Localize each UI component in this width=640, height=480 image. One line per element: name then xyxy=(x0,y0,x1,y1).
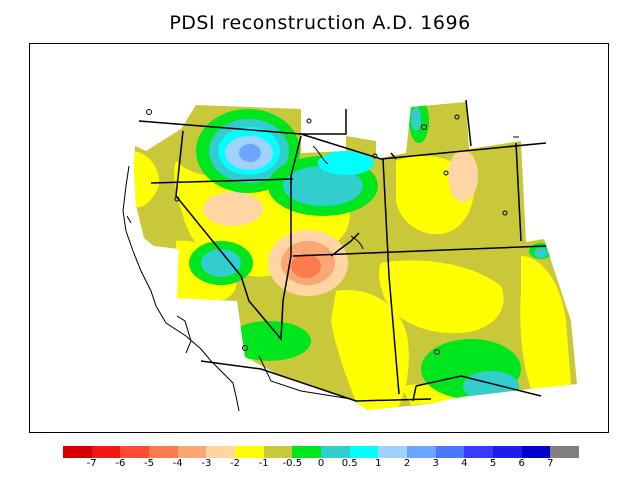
legend-swatch xyxy=(321,446,350,458)
legend-swatch xyxy=(263,446,293,458)
legend-tick-labels: -7 -6 -5 -4 -3 -2 -1 -0.5 0 0.5 1 2 3 4 5 6 7 xyxy=(63,458,579,474)
boundary-lines xyxy=(138,99,547,402)
legend-tick-label: -3 xyxy=(201,458,212,469)
legend-tick-label: 0 xyxy=(317,458,325,469)
coastline-islands xyxy=(176,315,192,354)
lake-5 xyxy=(454,114,460,120)
legend-tick-label: -1 xyxy=(258,458,269,469)
field-tan-oregon xyxy=(203,192,263,226)
legend-swatch xyxy=(177,446,207,458)
legend-swatch xyxy=(63,446,92,458)
boundary-north-segment xyxy=(465,99,472,147)
field-green-southwest xyxy=(227,321,311,361)
legend-tick-label: 6 xyxy=(518,458,525,469)
boundary-dakota-east xyxy=(515,142,522,242)
legend-swatch xyxy=(149,446,178,458)
boundary-nm-south xyxy=(412,385,417,402)
field-teal-new-mexico xyxy=(463,371,519,401)
field-tan-dakota xyxy=(448,150,478,202)
field-red-orange-utah xyxy=(291,254,321,278)
map-title: PDSI reconstruction A.D. 1696 xyxy=(169,12,471,34)
legend-tick-label: -4 xyxy=(172,458,183,469)
legend-swatch xyxy=(235,446,264,458)
boundary-alberta xyxy=(301,109,347,135)
lake-great-salt xyxy=(350,235,364,250)
legend-tick-label: 1 xyxy=(375,458,382,469)
lake-1 xyxy=(146,109,152,115)
field-yellow-colorado xyxy=(378,260,504,334)
field-teal-east-edge xyxy=(534,248,548,258)
boundary-oregon-idaho xyxy=(150,178,294,184)
legend-swatch xyxy=(91,446,121,458)
legend-tick-label: 5 xyxy=(489,458,497,469)
lake-7 xyxy=(502,210,508,216)
legend-swatch xyxy=(378,446,408,458)
lake-4 xyxy=(421,124,427,130)
legend-swatch xyxy=(349,446,379,458)
field-teal-montana xyxy=(283,166,363,206)
legend-swatch xyxy=(120,446,150,458)
lake-3 xyxy=(372,153,378,159)
legend-tick-label: -0.5 xyxy=(282,458,303,469)
boundary-salt-lake xyxy=(330,232,360,257)
boundary-utah-colorado-h xyxy=(292,245,547,257)
legend-swatch xyxy=(550,446,580,458)
field-blue-idaho xyxy=(239,144,261,162)
legend-tick-label: -7 xyxy=(86,458,97,469)
lake-9 xyxy=(434,349,440,355)
legend-tick-label: -5 xyxy=(144,458,154,469)
boundary-utah-colorado-v xyxy=(382,158,400,395)
legend-swatch xyxy=(206,446,236,458)
boundary-mexico xyxy=(200,360,432,402)
legend-swatch xyxy=(493,446,522,458)
boundary-canada-us xyxy=(138,120,547,160)
boundary-nevada-utah xyxy=(175,130,302,341)
field-teal-north-edge xyxy=(411,107,421,131)
coastline-gulf xyxy=(258,355,352,400)
legend-swatch xyxy=(521,446,551,458)
lake-2 xyxy=(306,118,312,124)
legend-tick-label: 0.5 xyxy=(341,458,358,469)
legend-swatch xyxy=(407,446,436,458)
lake-12 xyxy=(126,215,132,224)
legend-tick-label: 2 xyxy=(403,458,411,469)
legend-swatch xyxy=(464,446,494,458)
field-yellow-arizona xyxy=(331,290,409,410)
lakes xyxy=(126,109,519,355)
field-yellow-east xyxy=(520,256,571,389)
field-yellow-northwest xyxy=(134,151,160,208)
lake-10 xyxy=(242,345,248,351)
lake-8 xyxy=(443,170,449,176)
coastline-pacific xyxy=(122,165,240,412)
pdsi-map xyxy=(122,99,577,412)
color-legend xyxy=(63,446,580,458)
legend-tick-label: 7 xyxy=(547,458,554,469)
legend-tick-label: -6 xyxy=(115,458,126,469)
legend-swatch xyxy=(435,446,465,458)
map-frame xyxy=(29,43,609,433)
lake-flathead xyxy=(312,145,329,165)
field-cyan-montana xyxy=(318,151,374,175)
lake-11 xyxy=(174,196,180,202)
legend-tick-label: 4 xyxy=(461,458,468,469)
legend-tick-label: 3 xyxy=(432,458,439,469)
legend-swatch xyxy=(292,446,322,458)
boundary-wyoming-nw xyxy=(390,152,397,160)
boundary-nm-texas xyxy=(415,375,542,397)
legend-tick-label: -2 xyxy=(230,458,240,469)
field-teal-nevada xyxy=(201,249,241,277)
pdsi-field xyxy=(134,102,577,410)
coastline xyxy=(122,165,352,412)
